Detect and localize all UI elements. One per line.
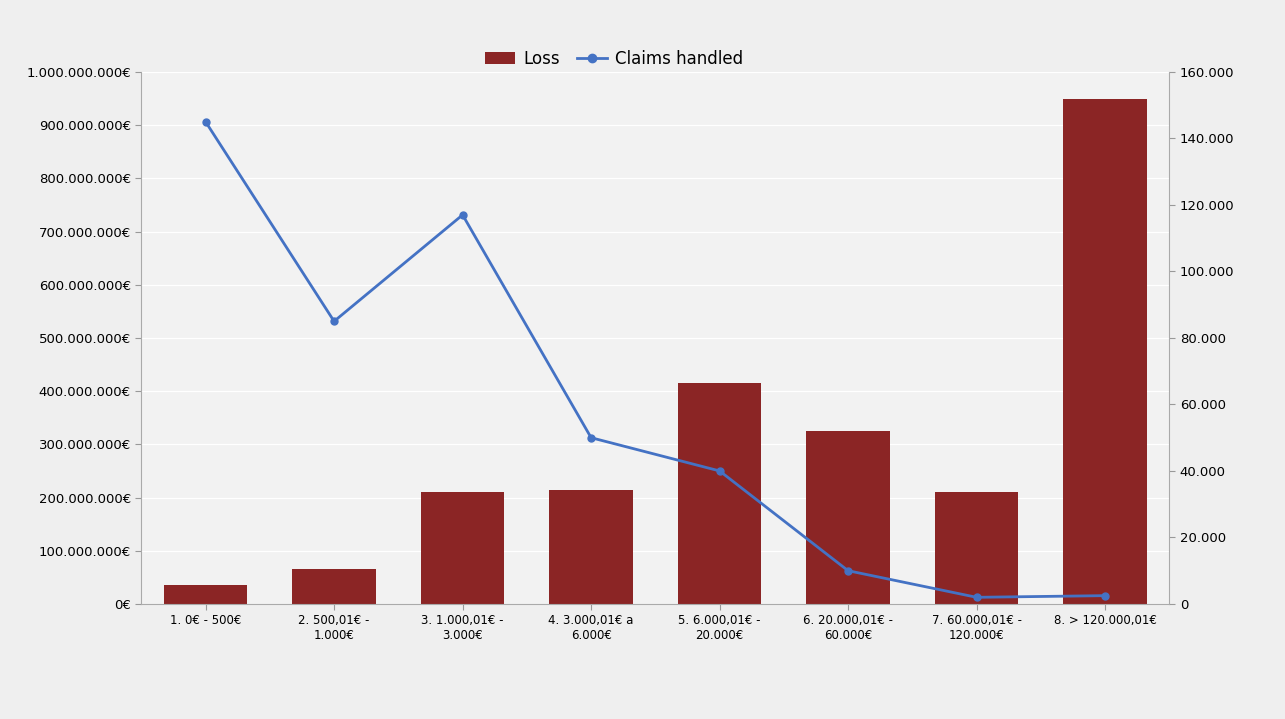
Bar [1064,99,1148,604]
Line: Claims handled: Claims handled [202,119,1109,601]
Bar [293,569,377,604]
Claims handled [326,317,342,326]
Claims handled [840,567,856,575]
Claims handled [712,467,727,475]
Bar [421,493,505,604]
Bar [935,493,1019,604]
Bar [164,585,248,604]
Bar [550,490,634,604]
Legend: Loss, Claims handled: Loss, Claims handled [478,43,750,74]
Claims handled [583,434,599,442]
Claims handled [198,117,213,126]
Claims handled [1097,591,1113,600]
Claims handled [455,211,470,219]
Bar [807,431,891,604]
Bar [678,383,762,604]
Claims handled [969,593,984,602]
